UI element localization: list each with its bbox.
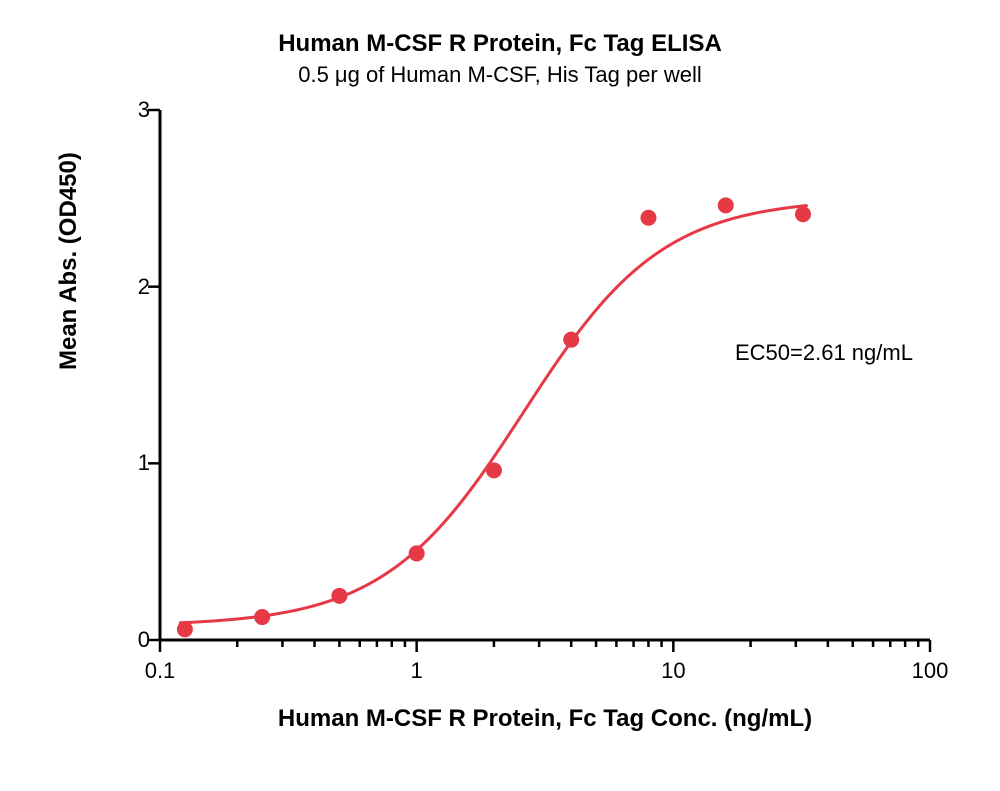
plot-area bbox=[160, 110, 930, 640]
x-tick-label: 100 bbox=[912, 658, 949, 684]
y-tick-label: 2 bbox=[90, 274, 150, 300]
x-axis-label: Human M-CSF R Protein, Fc Tag Conc. (ng/… bbox=[160, 705, 930, 733]
ec50-annotation: EC50=2.61 ng/mL bbox=[735, 340, 913, 366]
y-tick-label: 0 bbox=[90, 627, 150, 653]
x-tick-label: 10 bbox=[661, 658, 685, 684]
chart-subtitle: 0.5 μg of Human M-CSF, His Tag per well bbox=[0, 62, 1000, 88]
plot-svg bbox=[160, 110, 930, 640]
x-tick-label: 0.1 bbox=[145, 658, 176, 684]
y-axis-label: Mean Abs. (OD450) bbox=[55, 152, 83, 370]
y-tick-label: 3 bbox=[90, 97, 150, 123]
y-tick-label: 1 bbox=[90, 450, 150, 476]
chart-title: Human M-CSF R Protein, Fc Tag ELISA bbox=[0, 30, 1000, 58]
x-tick-label: 1 bbox=[411, 658, 423, 684]
